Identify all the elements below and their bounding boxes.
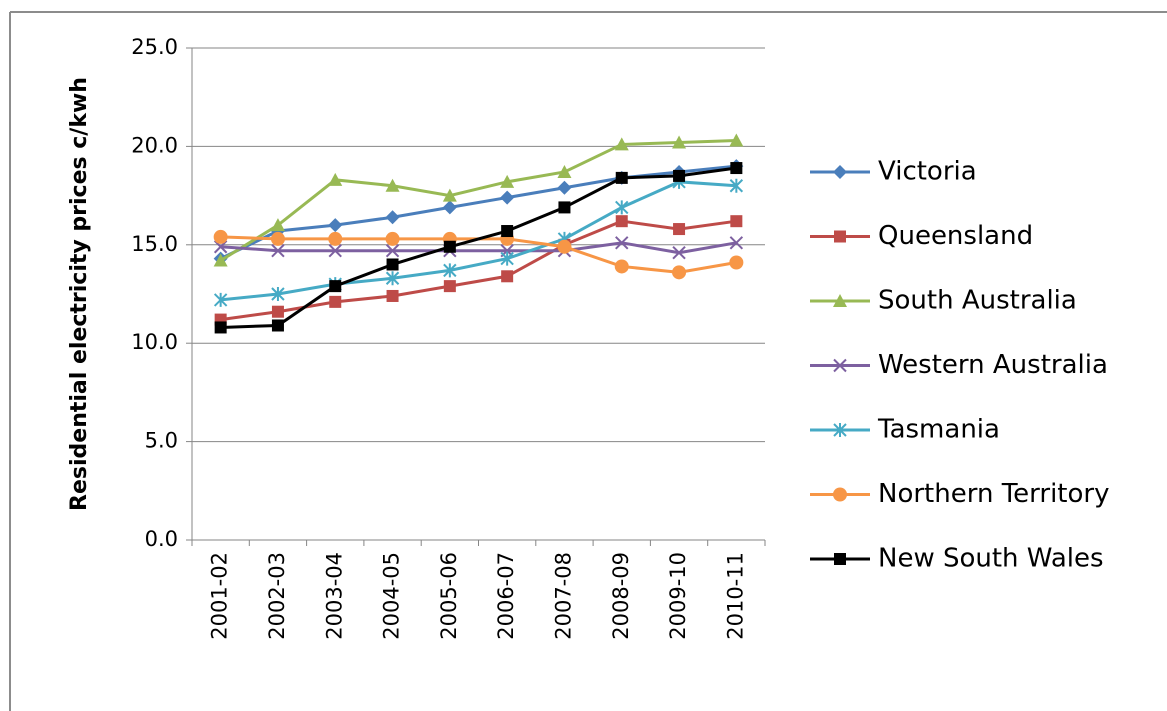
data-point <box>214 321 227 334</box>
data-point <box>271 287 285 301</box>
data-point <box>328 218 343 233</box>
data-point <box>385 231 400 246</box>
data-point <box>270 231 285 246</box>
data-point <box>729 236 744 250</box>
data-point <box>673 223 686 236</box>
data-point <box>615 171 628 184</box>
data-point <box>328 231 343 246</box>
data-point <box>557 164 572 178</box>
data-point <box>729 133 744 147</box>
data-point <box>615 215 628 228</box>
data-point <box>213 240 228 254</box>
data-point <box>730 162 743 175</box>
x-tick-label: 2003-04 <box>322 552 346 640</box>
legend-marker <box>834 553 846 565</box>
y-tick-label: 10.0 <box>131 330 178 354</box>
data-point <box>673 169 686 182</box>
x-tick-label: 2010-11 <box>723 552 747 640</box>
y-axis-title: Residential electricity prices c/kwh <box>67 77 92 511</box>
y-tick-label: 0.0 <box>145 527 178 551</box>
legend-label: Tasmania <box>877 415 1000 445</box>
data-point <box>213 253 228 267</box>
x-tick-label: 2001-02 <box>208 552 232 640</box>
data-point <box>385 178 400 192</box>
data-point <box>501 225 514 238</box>
legend-marker <box>833 294 847 307</box>
data-point <box>557 180 572 195</box>
data-point <box>386 289 399 302</box>
data-point <box>442 188 457 202</box>
legend-marker <box>833 423 847 437</box>
data-point <box>385 243 400 258</box>
legend-label: Western Australia <box>878 350 1108 380</box>
data-point <box>615 200 629 215</box>
legend-label: Victoria <box>878 157 977 187</box>
data-point <box>271 305 284 318</box>
legend-label: Northern Territory <box>878 479 1109 509</box>
data-point <box>615 236 629 250</box>
data-point <box>558 201 571 214</box>
series-line <box>220 166 737 329</box>
x-tick-label: 2009-10 <box>666 552 690 640</box>
data-point <box>328 172 343 186</box>
x-tick-label: 2005-06 <box>437 552 461 640</box>
legend-marker <box>833 358 847 373</box>
data-point <box>614 137 629 151</box>
data-point <box>500 174 515 188</box>
data-point <box>270 218 285 232</box>
x-tick-label: 2002-03 <box>265 552 289 640</box>
data-point <box>386 258 399 271</box>
series-line <box>220 241 737 255</box>
y-tick-label: 15.0 <box>131 232 178 256</box>
data-point <box>442 200 457 215</box>
data-point <box>213 292 228 307</box>
legend-label: New South Wales <box>878 544 1104 574</box>
data-point <box>271 243 285 258</box>
data-point <box>557 239 572 254</box>
data-point <box>385 271 400 286</box>
data-point <box>328 243 342 258</box>
data-point <box>443 240 456 253</box>
data-point <box>614 259 629 274</box>
data-point <box>501 270 514 283</box>
x-tick-label: 2007-08 <box>551 552 575 640</box>
data-point <box>729 255 744 270</box>
x-tick-label: 2004-05 <box>380 552 404 640</box>
data-point <box>730 215 743 228</box>
data-point <box>443 263 457 278</box>
data-point <box>729 178 744 193</box>
series-line <box>219 138 737 262</box>
series-line <box>219 164 737 260</box>
y-tick-label: 25.0 <box>131 35 178 59</box>
data-point <box>213 229 228 244</box>
legend-label: Queensland <box>878 221 1033 251</box>
legend-marker <box>833 487 847 502</box>
legend-marker <box>834 230 846 243</box>
data-point <box>271 319 284 332</box>
legend-label: South Australia <box>878 286 1077 316</box>
data-point <box>329 280 342 293</box>
data-point <box>329 295 342 308</box>
legend-marker <box>833 165 847 179</box>
x-tick-label: 2008-09 <box>609 552 633 640</box>
x-tick-label: 2006-07 <box>494 552 518 640</box>
data-point <box>500 251 514 266</box>
data-point <box>672 265 687 280</box>
series-line <box>220 180 737 302</box>
y-tick-label: 5.0 <box>145 429 178 453</box>
data-point <box>443 280 456 293</box>
data-point <box>500 190 515 205</box>
y-tick-label: 20.0 <box>131 133 178 157</box>
data-point <box>672 135 687 149</box>
data-point <box>385 210 400 225</box>
data-point <box>672 245 686 260</box>
